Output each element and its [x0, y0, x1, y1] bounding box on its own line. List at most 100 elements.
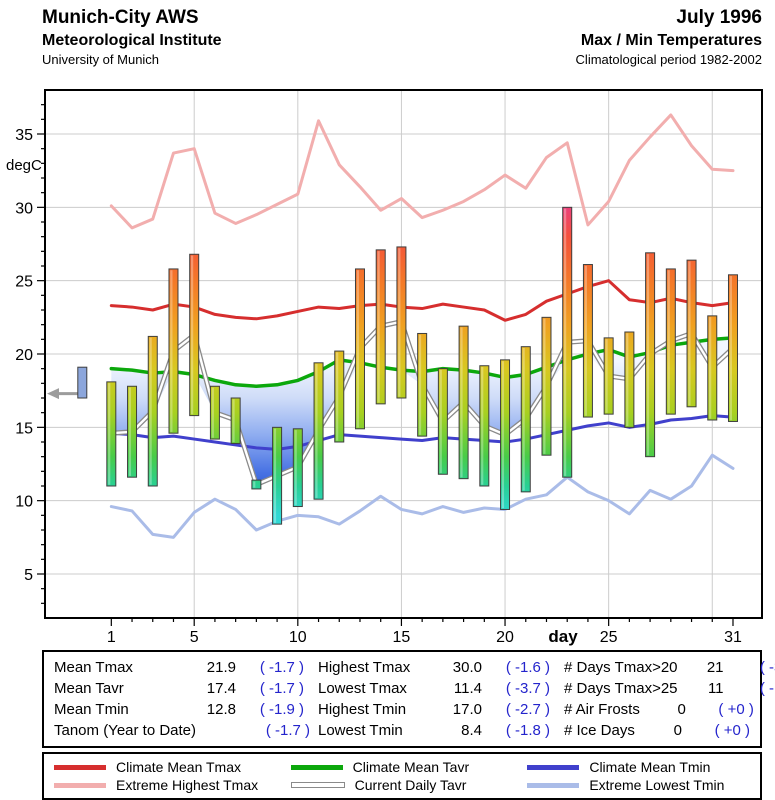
- stat-value: 17.0: [452, 701, 482, 718]
- legend-label: Climate Mean Tmax: [116, 759, 242, 775]
- bar-highlight: [439, 369, 442, 473]
- stat-row: Mean Tmin 12.8 ( -1.9 ): [54, 699, 304, 720]
- stat-row: # Air Frosts 0 ( +0 ): [564, 699, 754, 720]
- bar-highlight: [315, 364, 318, 498]
- stat-value: [196, 720, 242, 741]
- stat-value: 0: [677, 701, 686, 718]
- stat-row: # Days Tmax>20 21 ( -3 ): [564, 657, 775, 678]
- legend-line-swatch: [527, 764, 580, 770]
- temp-bar-day-10: [292, 428, 303, 508]
- temp-bar-day-12: [334, 350, 345, 443]
- x-tick-label: 20: [496, 629, 514, 646]
- bar-highlight: [522, 347, 525, 491]
- stat-value: 0: [673, 722, 682, 739]
- bar-highlight: [336, 352, 339, 441]
- temp-bar-day-2: [127, 385, 138, 478]
- stats-column: # Days Tmax>20 21 ( -3 ) # Days Tmax>25 11 ( …: [564, 657, 775, 741]
- y-tick-label: 5: [24, 567, 33, 584]
- stat-anomaly: ( -3.7 ): [505, 680, 550, 697]
- temp-bar-day-28: [665, 268, 676, 415]
- reference-marker-bar: [77, 366, 88, 399]
- bar-highlight: [667, 270, 670, 413]
- y-tick-label: 15: [15, 420, 33, 437]
- legend-item: Extreme Lowest Tmin: [527, 777, 750, 793]
- temp-bar-day-4: [168, 268, 179, 434]
- legend-panel: Climate Mean Tmax Extreme Highest Tmax Cli…: [42, 752, 762, 800]
- x-tick-label: 10: [289, 629, 307, 646]
- temp-bar-day-31: [727, 274, 738, 422]
- temp-bar-day-17: [437, 368, 448, 475]
- stat-anomaly: ( -1.9 ): [259, 701, 304, 718]
- temp-bar-day-21: [520, 346, 531, 493]
- bar-highlight: [418, 334, 422, 435]
- x-tick-label: 15: [393, 629, 411, 646]
- climatological-period: Climatological period 1982-2002: [575, 52, 762, 67]
- stat-value: 21.9: [206, 659, 236, 676]
- bar-highlight: [356, 270, 359, 428]
- stat-label: # Days Tmax>25: [564, 680, 678, 697]
- line-climate-mean-tmax: [109, 279, 735, 322]
- bar-highlight: [584, 265, 587, 416]
- stat-row: Highest Tmin 17.0 ( -2.7 ): [318, 699, 550, 720]
- temp-bar-day-29: [686, 259, 697, 408]
- temp-bar-day-18: [458, 325, 469, 480]
- stat-label: Mean Tavr: [54, 680, 124, 697]
- stat-value: 17.4: [206, 680, 236, 697]
- bar-highlight: [543, 318, 546, 454]
- bar-highlight: [501, 361, 505, 509]
- left-arrow-icon: [47, 388, 59, 400]
- temp-bar-day-16: [417, 332, 428, 437]
- temp-bar-day-5: [189, 253, 200, 417]
- stat-label: Tanom (Year to Date): [54, 722, 197, 739]
- stat-label: Lowest Tmin: [318, 722, 403, 739]
- stat-value: 12.8: [206, 701, 236, 718]
- stat-label: Lowest Tmax: [318, 680, 407, 697]
- y-tick-label: 35: [15, 127, 33, 144]
- y-axis-label: degC: [6, 157, 42, 174]
- legend-item: Extreme Highest Tmax: [54, 777, 277, 793]
- y-tick-label: 25: [15, 274, 33, 291]
- temp-bar-day-27: [645, 252, 656, 458]
- legend-item: Climate Mean Tavr: [290, 759, 514, 775]
- legend-line-swatch: [54, 764, 106, 770]
- stat-label: # Air Frosts: [564, 701, 640, 718]
- legend-label: Climate Mean Tmin: [589, 759, 711, 775]
- stat-label: # Ice Days: [564, 722, 635, 739]
- stat-label: Highest Tmin: [318, 701, 407, 718]
- stat-anomaly: ( -3 ): [759, 659, 775, 676]
- legend-item: Climate Mean Tmax: [54, 759, 277, 775]
- temp-bar-day-25: [603, 337, 614, 415]
- stat-row: Highest Tmax 30.0 ( -1.6 ): [318, 657, 550, 678]
- stat-anomaly: ( -1.7 ): [265, 722, 311, 739]
- temp-bar-day-3: [147, 335, 158, 487]
- stat-label: # Days Tmax>20: [564, 659, 678, 676]
- y-tick-label: 20: [15, 347, 33, 364]
- temp-bar-day-24: [582, 264, 593, 418]
- chart-subtitle: Max / Min Temperatures: [580, 32, 762, 49]
- bar-highlight: [626, 333, 629, 427]
- temp-bar-day-19: [479, 365, 490, 487]
- stat-value: 11.4: [453, 680, 482, 697]
- university-name: University of Munich: [42, 52, 160, 67]
- stat-anomaly: ( -1.6 ): [505, 659, 550, 676]
- bar-highlight: [149, 337, 152, 485]
- institute-name: Meteorological Institute: [42, 32, 222, 49]
- stat-label: Mean Tmax: [54, 659, 133, 676]
- stat-value: 21: [706, 659, 724, 676]
- bar-highlight: [191, 255, 194, 415]
- legend-line-swatch: [54, 782, 106, 788]
- stat-anomaly: ( -1 ): [759, 680, 775, 697]
- legend-line-swatch: [290, 782, 345, 788]
- temp-bar-day-7: [230, 397, 241, 444]
- bar-highlight: [128, 387, 132, 476]
- temp-bar-day-11: [313, 362, 324, 500]
- bar-highlight: [108, 383, 111, 485]
- temp-bar-day-26: [624, 331, 635, 428]
- bar-highlight: [460, 327, 463, 478]
- stat-label: Highest Tmax: [318, 659, 411, 676]
- stat-anomaly: ( -1.7 ): [259, 680, 304, 697]
- temp-bar-day-14: [375, 249, 386, 405]
- stat-value: 30.0: [452, 659, 482, 676]
